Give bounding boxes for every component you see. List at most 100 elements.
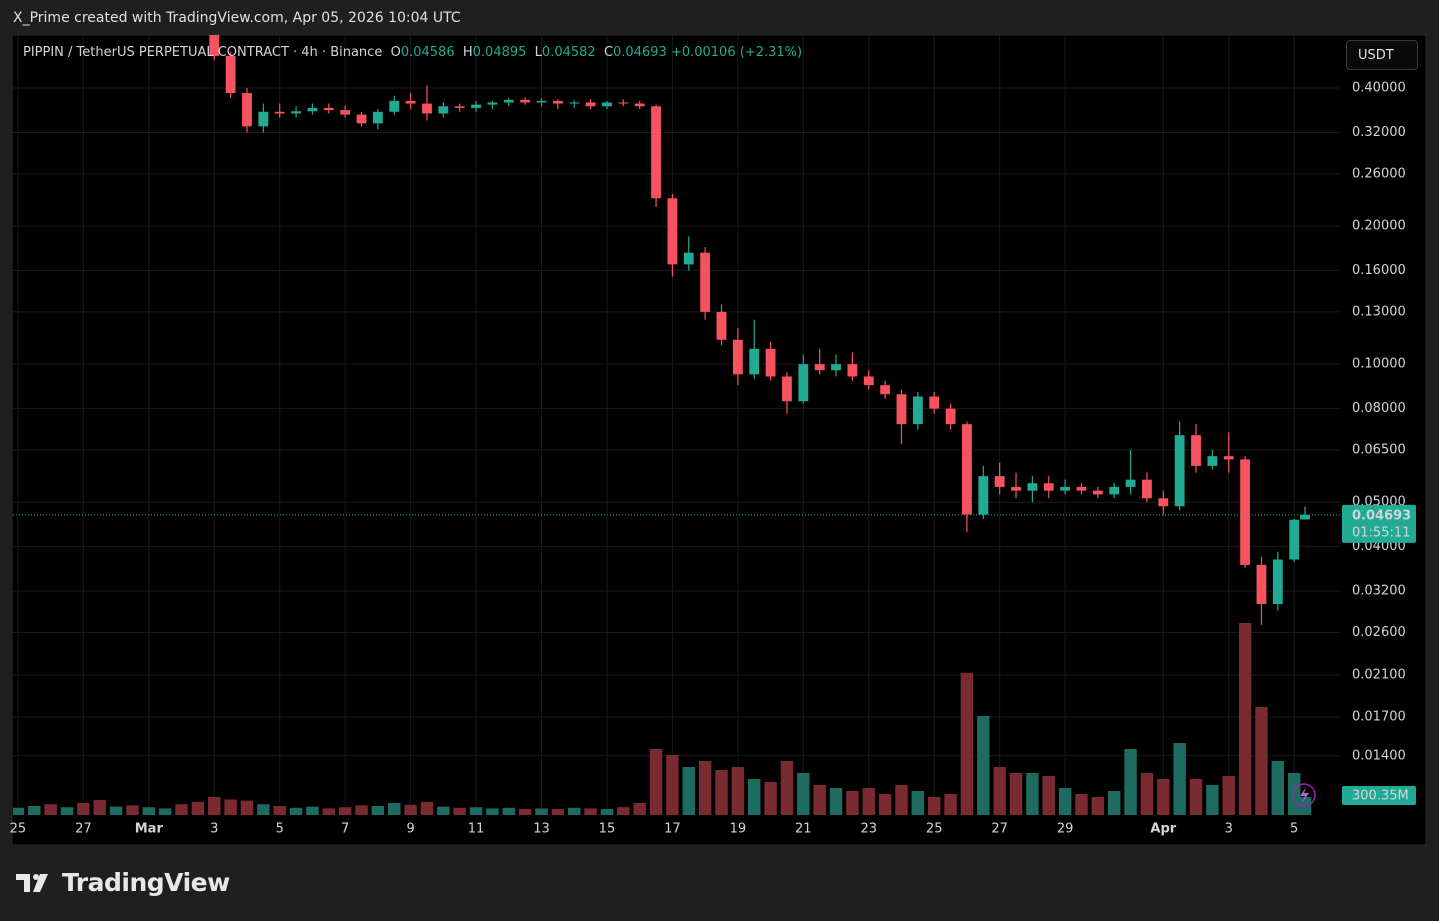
volume-bar [208,797,221,815]
candle-body [896,394,907,425]
candle-body [962,424,972,515]
volume-bar [1042,776,1055,815]
volume-bar [682,767,695,815]
candle-body [1300,514,1310,520]
x-tick-label: 25 [10,822,27,837]
currency-button[interactable]: USDT [1346,40,1418,70]
volume-bar [1107,791,1121,815]
candle-body [29,1,39,4]
last-price-label: 0.04693 [1352,508,1411,523]
candle-body [831,364,841,371]
chart-panel [11,34,1427,846]
change: +0.00106 [670,45,736,60]
candle-body [716,311,727,340]
volume-bar [437,806,450,815]
alert-icon[interactable] [1292,783,1316,807]
candle-body [438,106,449,114]
volume-label-box [1342,786,1416,805]
volume-bar [306,806,319,815]
candle-body [1125,479,1136,487]
volume-bar [322,808,336,815]
volume-bar [666,755,679,815]
candle-body [177,11,187,18]
candle-body [863,376,874,386]
candle-body [732,339,743,375]
alert-bolt [1300,787,1309,803]
volume-bar [371,806,385,815]
change-pct: (+2.31%) [739,45,803,60]
volume-bar [93,800,106,815]
volume-bar [797,773,810,815]
volume-bar [1271,761,1285,815]
candle-body [95,7,105,14]
candle-body [1223,456,1234,460]
candle-body [422,103,432,114]
candle-body [1174,435,1185,507]
candle-body [307,107,318,112]
volume-bar [1206,785,1219,815]
volume-bar [1058,788,1072,815]
candle-body [978,476,989,515]
credit: X_Prime created with TradingView.com, Ap… [13,10,461,26]
volume-bar [158,808,172,815]
x-tick-label: 17 [664,822,681,837]
candle-body [945,408,956,425]
candle-body [569,102,580,104]
ohlc-value: 0.04693 [613,45,667,60]
logo [16,874,48,892]
volume-bar [649,749,663,815]
volume-bar [420,801,434,815]
volume-bar [109,806,123,815]
candle-body [242,93,252,127]
x-tick-label: 29 [1057,822,1074,837]
volume-bar [355,805,368,815]
volume-bar [535,808,548,815]
volume-bar [1157,779,1170,815]
candle-body [847,364,858,377]
candle-body [405,100,416,104]
x-tick-label: 11 [468,822,485,837]
candle-body [1272,559,1283,604]
volume-bar [846,791,859,815]
ohlc-letter: H [462,45,473,60]
candle-body [225,55,236,94]
volume-bar [977,716,990,815]
candle-body [1207,456,1218,466]
brand: TradingView [62,868,230,897]
volume-bar [60,807,74,815]
candle-body [585,102,596,107]
x-tick-label: 3 [1225,822,1233,837]
y-tick-label: 0.13000 [1352,304,1406,319]
candle-body [1289,519,1300,560]
candle-body [1109,486,1120,495]
candle-body [160,11,170,14]
volume-bar [1222,776,1235,815]
volume-bar [878,794,892,815]
y-tick-label: 0.20000 [1352,219,1406,234]
volume-bar [175,804,188,815]
x-tick-label: 25 [926,822,943,837]
candle-body [536,100,547,103]
volume-bar [764,782,777,815]
volume-bar [698,761,712,815]
candle-body [814,364,825,371]
y-tick-label: 0.10000 [1352,357,1406,372]
volume-bar [44,804,57,815]
volume-bar [927,797,941,815]
last-price-box [1342,504,1416,543]
y-tick-label: 0.02100 [1352,668,1406,683]
x-tick-label: 19 [730,822,747,837]
candle-body [62,4,72,7]
x-tick-label: 7 [341,822,349,837]
candle-body [274,111,285,114]
candle-body [602,102,612,107]
volume-bar [584,808,597,815]
volume-bar [1091,797,1105,815]
x-tick-label: Mar [135,822,164,837]
volume-bar [1026,773,1039,815]
candle-body [78,4,88,7]
volume-bar [486,808,499,815]
candle-body [912,396,923,425]
ohlc-value: 0.04895 [472,45,527,60]
volume-bar [731,767,745,815]
